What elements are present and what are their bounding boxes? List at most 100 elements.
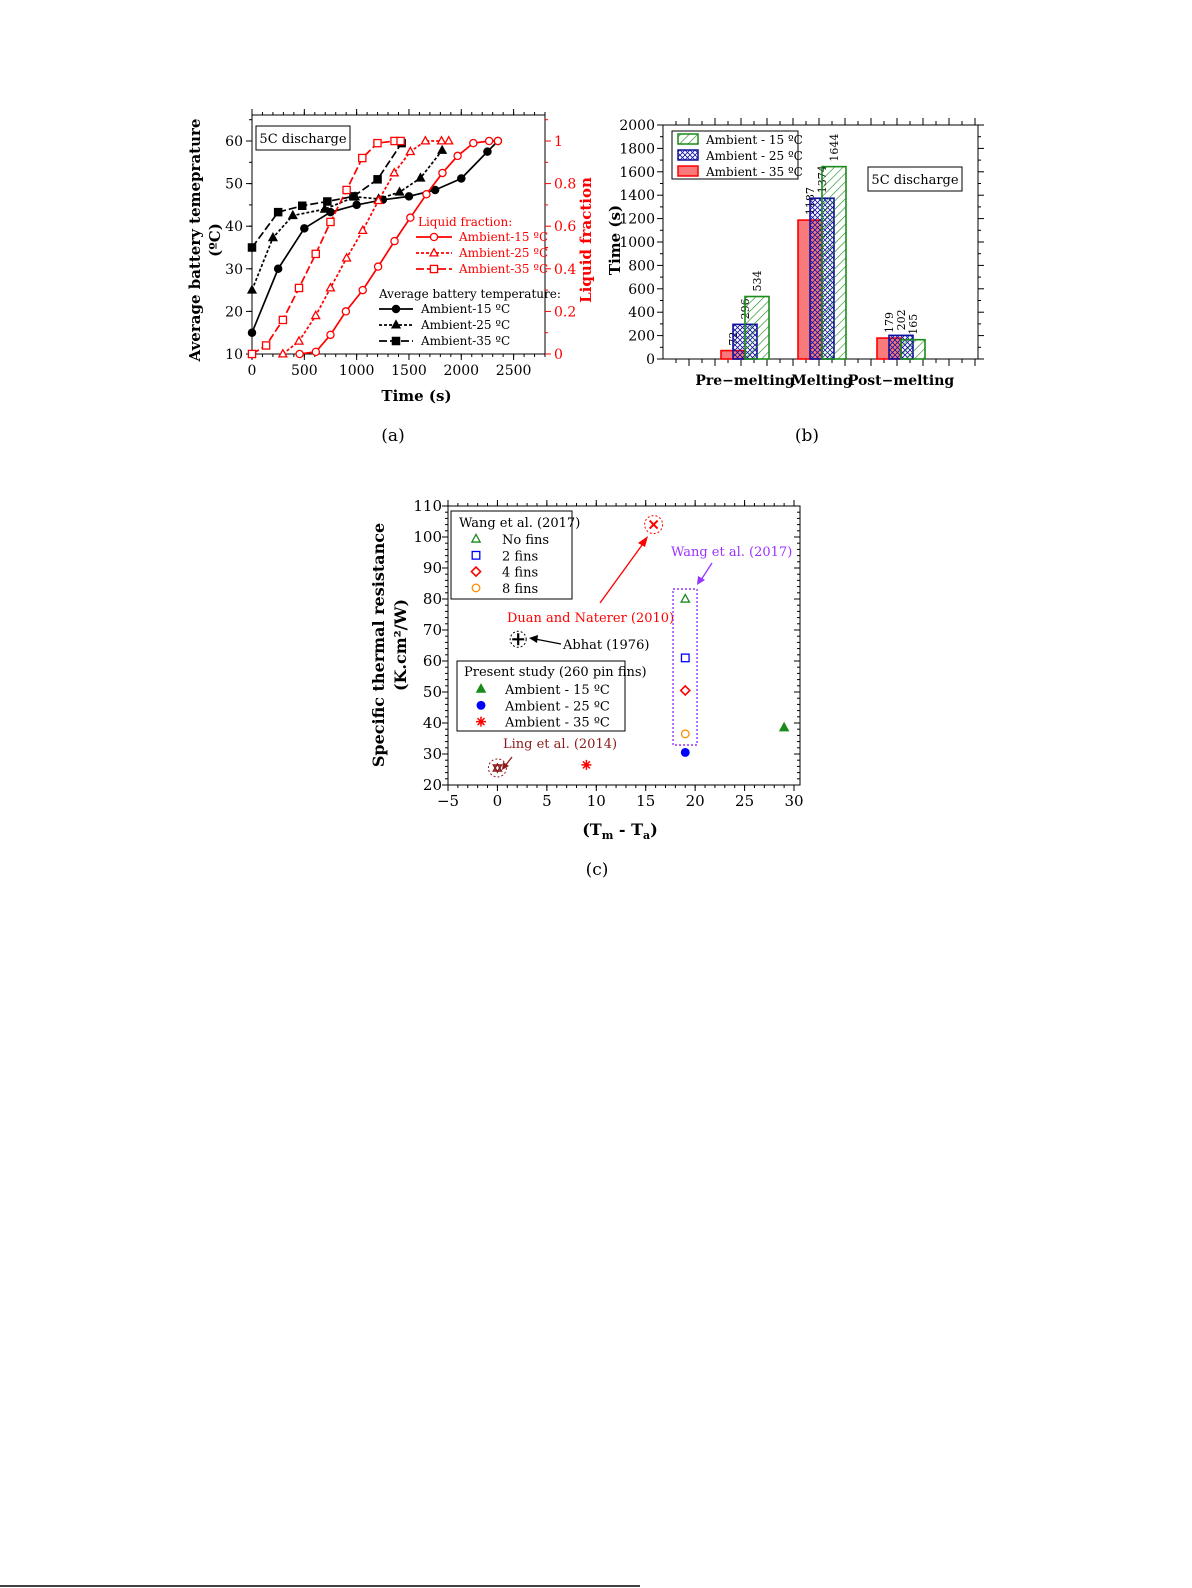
x-axis-tick-label: 0 [248, 363, 257, 379]
series-liquid [295, 136, 503, 359]
bar-value-label: 202 [895, 309, 908, 330]
legend-label: Ambient-25 ºC [420, 318, 510, 332]
data-point [438, 168, 447, 178]
legend-marker [476, 716, 486, 727]
arrow-line [534, 638, 562, 645]
legend-label: Ambient-35 ºC [420, 334, 510, 348]
data-point [422, 189, 431, 199]
bar-value-label: 1644 [828, 134, 841, 162]
x-axis-tick-label: 2500 [496, 363, 532, 379]
y2-axis-tick-label: 0.8 [554, 177, 576, 193]
data-point [341, 307, 351, 316]
highlight-circle [509, 630, 527, 648]
data-point [581, 759, 592, 770]
data-point [273, 207, 283, 217]
arrow-head [638, 536, 648, 547]
data-point [326, 330, 335, 340]
data-point [373, 175, 382, 184]
y2-axis-tick-label: 0.4 [554, 262, 576, 278]
data-point [247, 243, 257, 252]
y-axis-tick-label: 20 [225, 304, 243, 320]
x-axis-tick-label: 20 [686, 792, 705, 810]
data-point [389, 167, 400, 177]
data-point [326, 217, 335, 227]
legend-box-present [456, 660, 626, 732]
y-axis-tick-label: 1600 [619, 165, 655, 181]
x-axis-tick-label: 0 [493, 792, 503, 810]
data-point [295, 349, 304, 359]
data-point [469, 138, 478, 148]
data-point [373, 138, 382, 148]
legend-label: Ambient - 25 ºC [504, 699, 610, 714]
legend-marker [391, 304, 401, 314]
annotation-box [255, 125, 351, 151]
x-axis-tick-label: 30 [784, 792, 803, 810]
y-axis-tick-label: 50 [225, 177, 243, 193]
legend-marker [429, 232, 439, 242]
data-point [273, 264, 283, 274]
plot-frame [447, 505, 801, 786]
bar [821, 165, 847, 360]
panel-b-bar-chart: 0 200 400 600 800 1000 1200 1400 1600 1800 2000 Tim… [606, 118, 984, 446]
legend-marker [475, 683, 487, 693]
y-axis-tick-label: 90 [423, 559, 442, 577]
x-axis-title: (Tm - Ta) [582, 820, 658, 842]
data-point [415, 172, 426, 182]
data-point [405, 145, 416, 156]
data-point [278, 315, 288, 325]
x-axis-tick-label: −5 [437, 792, 459, 810]
legend-label: Ambient - 35 ºC [705, 165, 803, 179]
y-axis-tick-label: 20 [423, 776, 442, 794]
data-point [680, 653, 690, 663]
y-axis-tick-label: 50 [423, 683, 442, 701]
legend-box-wang [450, 510, 573, 600]
x-axis-title-part: m [602, 829, 614, 842]
data-point [406, 213, 415, 222]
y-axis-title: Average battery temeprature [186, 119, 204, 363]
data-point [394, 186, 405, 196]
data-point [373, 262, 383, 271]
legend-label: 4 fins [502, 566, 538, 581]
y2-axis-tick-label: 0.6 [554, 219, 576, 235]
data-point [294, 283, 304, 293]
x-axis-title-part: (T [582, 820, 602, 839]
y2-axis-title: Liquid fraction [577, 177, 595, 303]
annotation-duan-naterer: Duan and Naterer (2010) [507, 611, 674, 626]
data-point [679, 684, 691, 697]
data-point [297, 201, 307, 211]
legend-marker [391, 336, 401, 346]
y-axis-tick-label: 30 [423, 745, 442, 763]
annotation-5c-discharge: 5C discharge [259, 132, 346, 147]
x-axis-tick-label: 10 [587, 792, 606, 810]
arrow-line [599, 540, 646, 604]
data-point [680, 748, 690, 757]
arrow-head [697, 576, 705, 585]
legend-liquid-title: Liquid fraction: [418, 215, 512, 229]
data-point [247, 328, 257, 337]
legend-label: Ambient - 35 ºC [504, 716, 610, 731]
legend-label: 8 fins [502, 582, 538, 597]
y-axis-unit: (K.cm²/W) [391, 599, 410, 691]
data-point [311, 249, 320, 259]
annotation-5c-discharge: 5C discharge [871, 173, 958, 188]
bar [744, 295, 770, 360]
legend-label: Ambient-15 ºC [458, 230, 548, 244]
y-axis-tick-label: 40 [423, 714, 442, 732]
data-point [293, 335, 305, 345]
bar-value-label: 179 [883, 312, 896, 333]
data-point [680, 729, 690, 739]
data-point [420, 135, 431, 145]
data-point [277, 348, 288, 358]
legend-marker [428, 247, 440, 257]
legend-title: Wang et al. (2017) [459, 516, 580, 531]
caption-c: (c) [586, 860, 609, 880]
annotation-abhat: Abhat (1976) [562, 638, 649, 653]
x-axis-title: Time (s) [381, 387, 451, 405]
arrow-head [529, 635, 538, 643]
y-axis-tick-label: 30 [225, 262, 243, 278]
data-point [323, 197, 332, 206]
data-point [300, 224, 309, 233]
panel-c-scatter-chart: −5 0 5 10 15 20 25 30 20 30 40 50 60 70 80 90 100 110 (Tm … [369, 497, 804, 880]
data-point [310, 309, 321, 320]
